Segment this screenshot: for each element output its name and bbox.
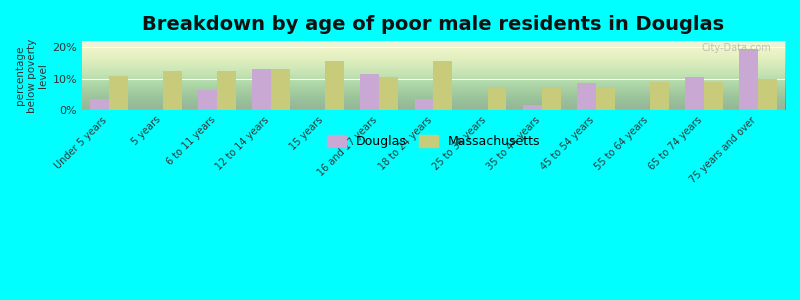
Bar (487, 88, 506, 110)
Bar (434, 61, 453, 110)
Bar (252, 69, 271, 110)
Bar (198, 90, 217, 110)
Y-axis label: percentage
below poverty
level: percentage below poverty level (15, 38, 48, 112)
Bar (522, 105, 542, 110)
Bar (326, 61, 344, 110)
Bar (758, 79, 777, 110)
Bar (271, 69, 290, 110)
Bar (361, 74, 379, 110)
Bar (704, 82, 723, 110)
Bar (217, 71, 236, 110)
Legend: Douglas, Massachusetts: Douglas, Massachusetts (322, 130, 545, 153)
Bar (685, 77, 704, 110)
Bar (379, 77, 398, 110)
Bar (650, 82, 669, 110)
Bar (163, 71, 182, 110)
Text: City-Data.com: City-Data.com (701, 43, 771, 53)
Bar (577, 83, 596, 110)
Bar (414, 99, 434, 110)
Bar (542, 88, 561, 110)
Bar (109, 76, 128, 110)
Bar (90, 99, 109, 110)
Bar (739, 49, 758, 110)
Bar (596, 88, 614, 110)
Title: Breakdown by age of poor male residents in Douglas: Breakdown by age of poor male residents … (142, 15, 725, 34)
